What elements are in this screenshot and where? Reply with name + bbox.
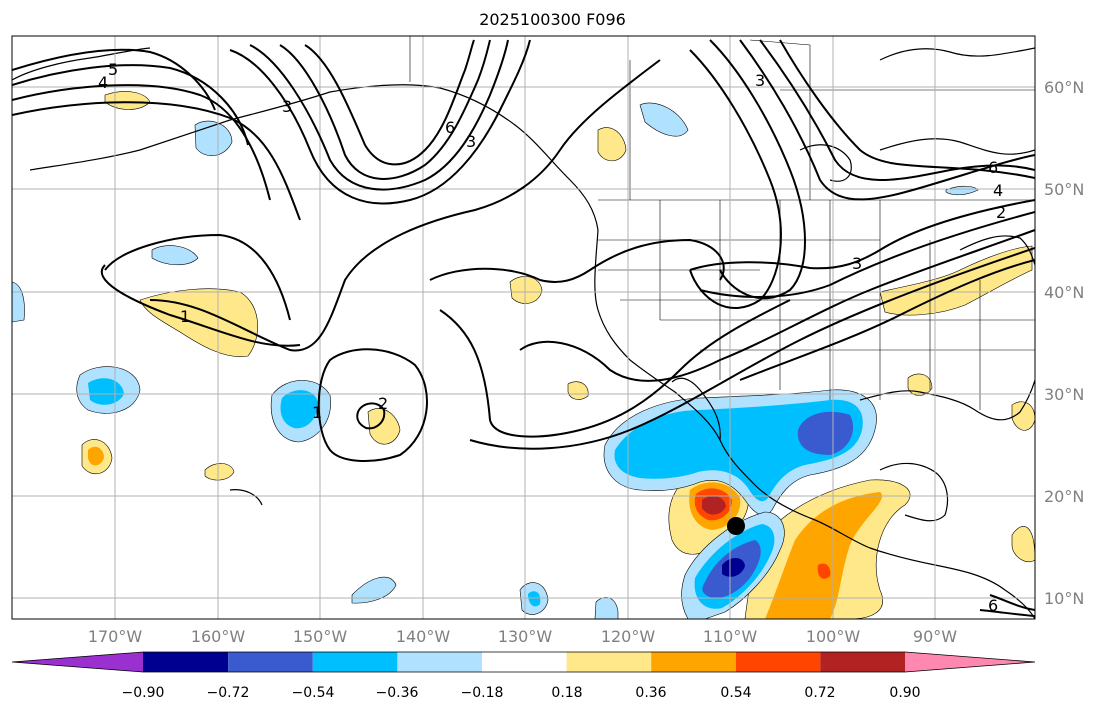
- colorbar-extend-high: [905, 652, 1035, 672]
- contour-label: 3: [852, 254, 862, 273]
- anomaly-fills: [12, 91, 1035, 619]
- colorbar-segment: [735, 652, 821, 672]
- latitude-labels: 60°N 50°N 40°N 30°N 20°N 10°N: [1044, 78, 1084, 608]
- anomaly-fill-positive: [879, 245, 1033, 316]
- anomaly-fill-negative: [351, 576, 397, 604]
- lon-label: 100°W: [806, 627, 861, 646]
- anomaly-fill-positive: [509, 276, 543, 304]
- contour-label: 1: [312, 403, 322, 422]
- contour-label: 2: [378, 394, 388, 413]
- colorbar-segment: [143, 652, 229, 672]
- anomaly-fill-negative: [594, 597, 619, 619]
- map-frame: [11, 35, 1036, 620]
- colorbar-label: 0.18: [551, 685, 582, 701]
- gridlines: [12, 36, 1035, 619]
- colorbar: [11, 651, 1036, 673]
- anomaly-fill-positive: [139, 288, 258, 357]
- lat-label: 20°N: [1044, 487, 1084, 506]
- contour-label: 4: [98, 73, 108, 92]
- colorbar-extend-low: [12, 652, 143, 672]
- contour-label: 6: [988, 596, 998, 615]
- anomaly-fill-positive: [1011, 526, 1035, 563]
- contour-label: 3: [755, 71, 765, 90]
- colorbar-segment: [228, 652, 313, 672]
- colorbar-segment: [482, 652, 567, 672]
- colorbar-label: −0.72: [207, 685, 250, 701]
- lat-label: 50°N: [1044, 180, 1084, 199]
- anomaly-fill-positive: [597, 127, 627, 162]
- colorbar-segment: [312, 652, 398, 672]
- colorbar-label: −0.18: [461, 685, 504, 701]
- contour-label: 3: [466, 132, 476, 151]
- contour-label: 5: [108, 60, 118, 79]
- lon-label: 90°W: [913, 627, 957, 646]
- anomaly-fill-positive: [88, 446, 104, 466]
- contour-label: 6: [988, 158, 998, 177]
- anomaly-fill-negative: [797, 411, 854, 455]
- lon-label: 150°W: [293, 627, 348, 646]
- anomaly-fill-negative: [722, 557, 745, 577]
- contour-label: 4: [993, 181, 1003, 200]
- anomaly-fill-positive: [567, 381, 589, 400]
- height-contours: [12, 39, 1035, 617]
- storm-position-marker: [727, 517, 745, 535]
- colorbar-segment: [820, 652, 905, 672]
- colorbar-segment: [397, 652, 482, 672]
- colorbar-label: 0.36: [635, 685, 666, 701]
- colorbar-label: −0.54: [292, 685, 335, 701]
- anomaly-fill-positive: [204, 463, 235, 481]
- colorbar-label: 0.90: [889, 685, 920, 701]
- contour-label: 2: [996, 203, 1006, 222]
- lon-label: 170°W: [88, 627, 143, 646]
- anomaly-fill-positive: [702, 495, 726, 515]
- anomaly-fill-negative: [280, 390, 318, 429]
- lon-label: 110°W: [703, 627, 758, 646]
- lat-label: 30°N: [1044, 385, 1084, 404]
- colorbar-label: −0.90: [122, 685, 165, 701]
- lon-label: 130°W: [498, 627, 553, 646]
- longitude-labels: 170°W 160°W 150°W 140°W 130°W 120°W 110°…: [88, 627, 957, 646]
- anomaly-fill-negative: [194, 120, 233, 156]
- lon-label: 160°W: [191, 627, 246, 646]
- anomaly-fill-positive: [367, 408, 401, 445]
- state-borders: [409, 36, 1035, 410]
- anomaly-fill-negative: [639, 102, 689, 137]
- colorbar-label: −0.36: [376, 685, 419, 701]
- lat-label: 40°N: [1044, 283, 1084, 302]
- anomaly-fill-positive: [765, 492, 883, 619]
- lat-label: 10°N: [1044, 589, 1084, 608]
- map-title: 2025100300 F096: [479, 10, 626, 29]
- lon-label: 140°W: [396, 627, 451, 646]
- anomaly-fill-positive: [817, 563, 831, 579]
- colorbar-segment: [651, 652, 736, 672]
- lat-label: 60°N: [1044, 78, 1084, 97]
- colorbar-segment: [566, 652, 652, 672]
- anomaly-fill-negative: [945, 185, 979, 196]
- contour-label: 3: [282, 97, 292, 116]
- colorbar-label: 0.72: [804, 685, 835, 701]
- anomaly-fill-negative: [151, 245, 199, 266]
- contour-label: 6: [445, 118, 455, 137]
- contour-label: 1: [180, 307, 190, 326]
- colorbar-label: 0.54: [720, 685, 751, 701]
- contour-labels: 5 4 6 3 3 1 1 2 6 4 2 3 6 3: [98, 60, 1006, 615]
- anomaly-fill-negative: [528, 591, 541, 607]
- colorbar-labels: −0.90 −0.72 −0.54 −0.36 −0.18 0.18 0.36 …: [122, 685, 921, 701]
- anomaly-fill-positive: [907, 373, 933, 396]
- lon-label: 120°W: [601, 627, 656, 646]
